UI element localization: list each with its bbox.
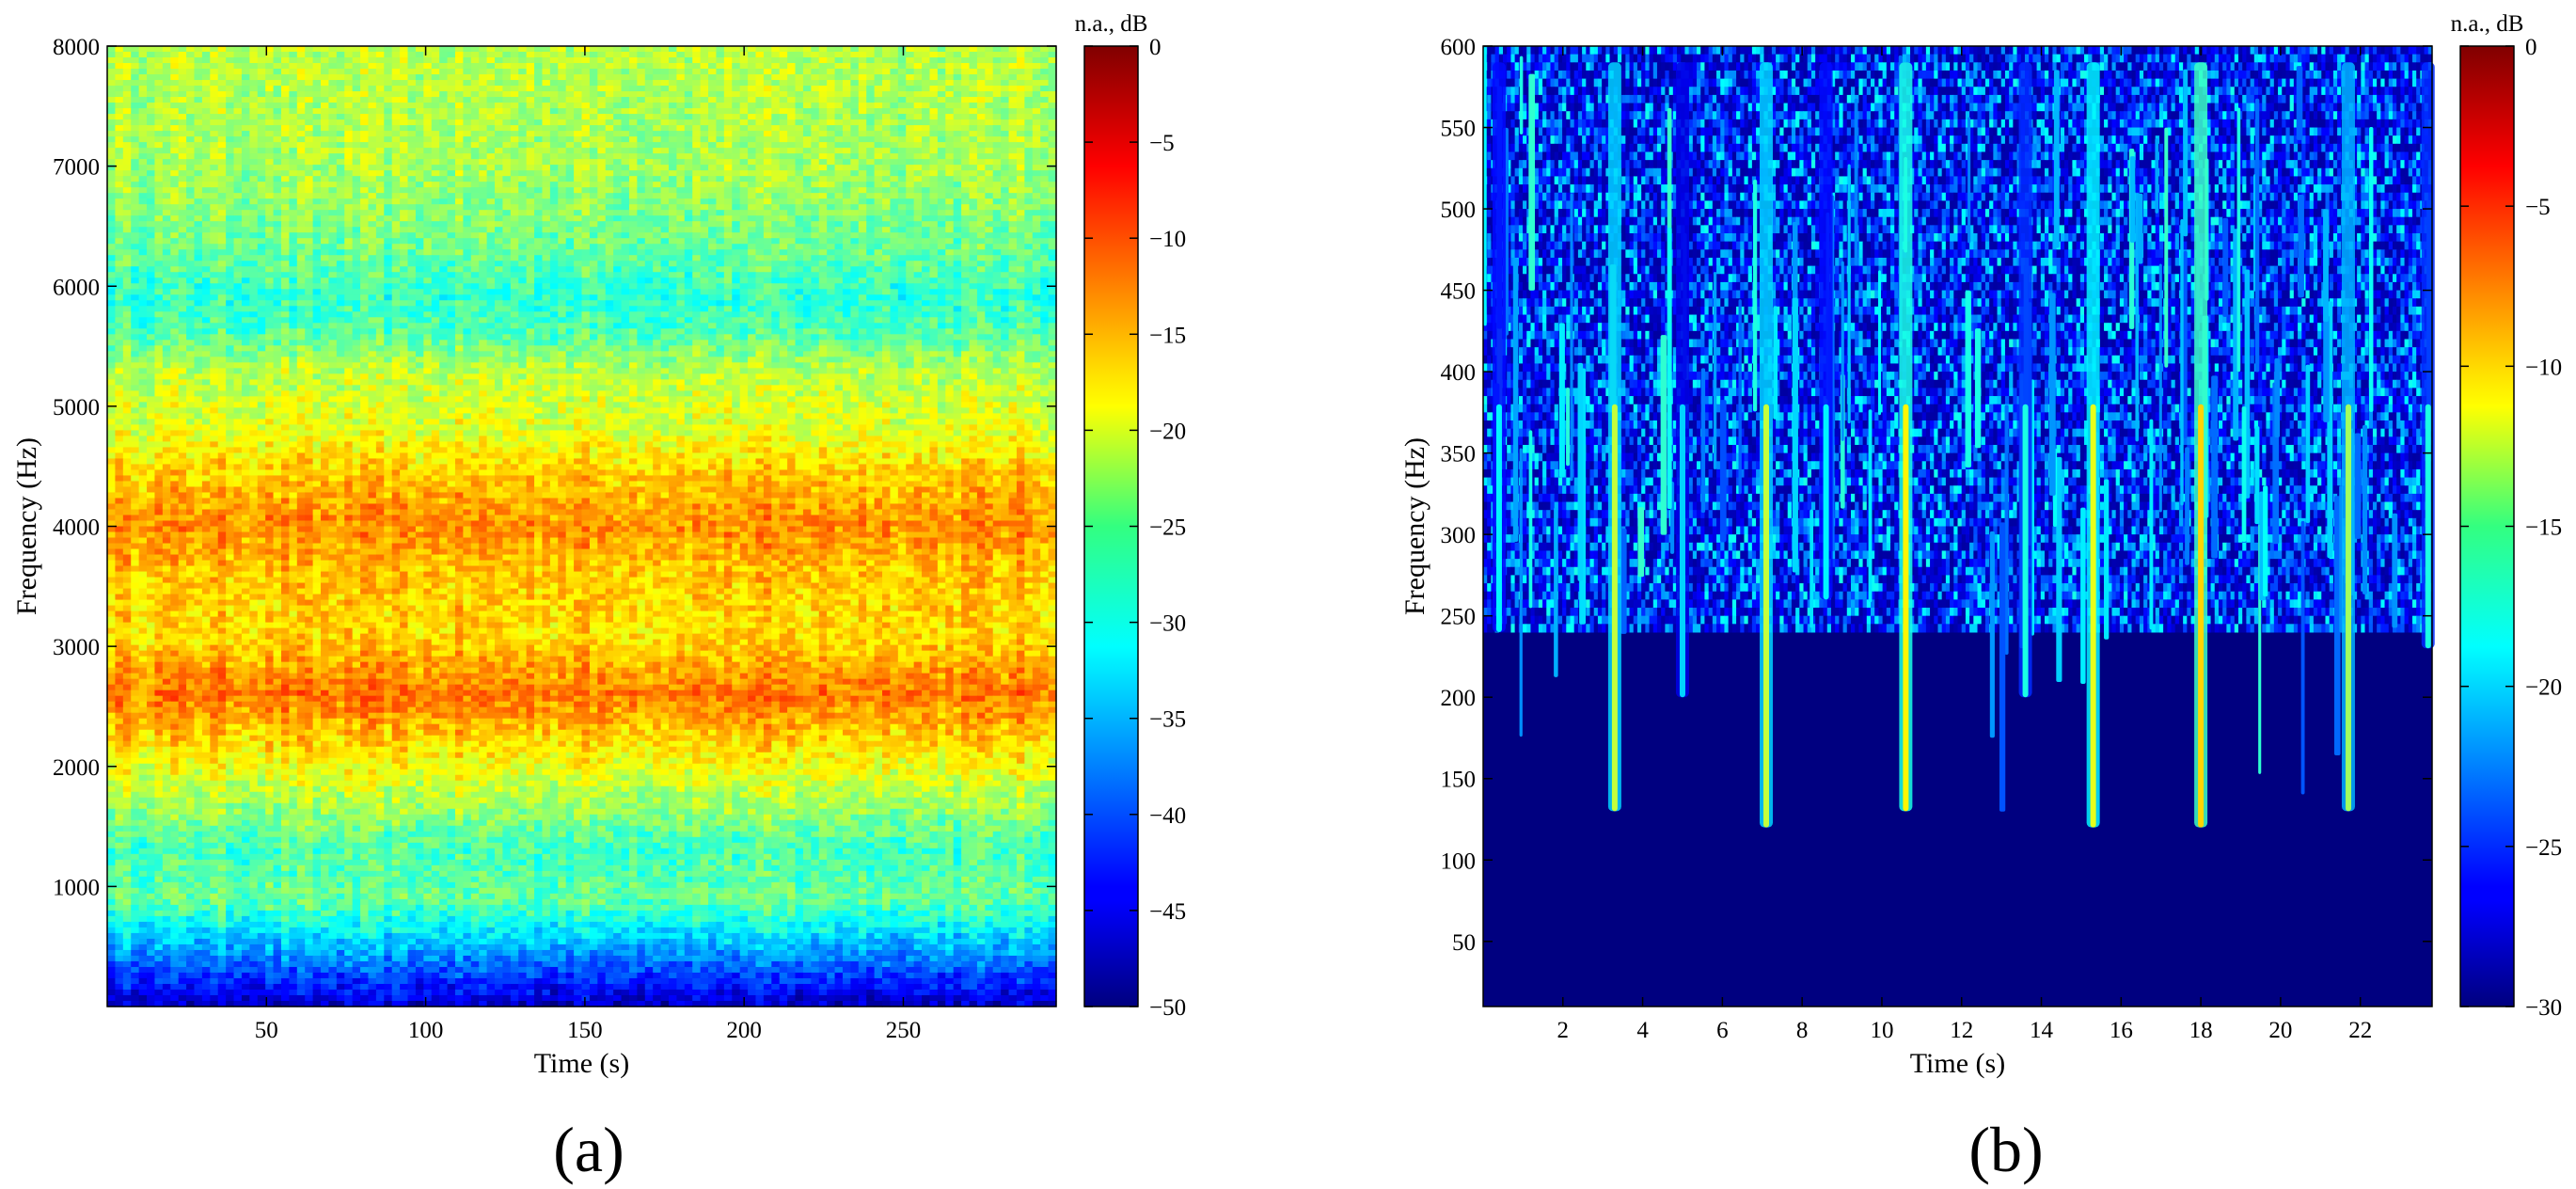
y-tick-label: 100 [1441,848,1477,874]
colorbar-tick-label: −30 [2525,995,2562,1021]
colorbar-b-title: n.a., dB [2451,11,2524,37]
x-tick-label: 10 [1870,1018,1893,1043]
x-tick-label: 4 [1636,1018,1649,1043]
spectrogram-b-x-ticks: 2 4 6 8 10 12 14 16 18 20 22 [1557,46,2372,1043]
spectrogram-b-frame [1482,45,2433,1007]
x-tick-label: 100 [408,1018,444,1043]
x-tick-label: 250 [886,1018,922,1043]
colorbar-tick-label: −30 [1149,611,1186,637]
y-tick-label: 300 [1441,523,1477,548]
x-tick-label: 6 [1716,1018,1729,1043]
panel-label-b: (b) [1968,1114,2043,1185]
colorbar-tick-label: −20 [2525,675,2562,701]
y-tick-label: 4000 [53,515,100,541]
colorbar-tick-label: −20 [1149,419,1186,444]
colorbar-tick-label: −35 [1149,707,1186,733]
spectrogram-b: 2 4 6 8 10 12 14 16 18 20 22 50 100 150 200 250 300 350 4… [1399,11,2562,1185]
y-tick-label: 50 [1452,930,1476,956]
spectrogram-a: 50 100 150 200 250 1000 2000 3000 4000 5000 6000 7… [11,11,1186,1185]
x-tick-label: 50 [255,1018,278,1043]
y-tick-label: 3000 [53,635,100,660]
colorbar-tick-label: −10 [1149,227,1186,252]
spectrogram-a-y-axis-label: Frequency (Hz) [11,437,42,615]
x-tick-label: 14 [2030,1018,2054,1043]
colorbar-tick-label: −50 [1149,995,1186,1021]
y-tick-label: 6000 [53,275,100,300]
colorbar-a-title: n.a., dB [1075,11,1148,37]
y-tick-label: 200 [1441,686,1477,711]
colorbar-tick-label: −40 [1149,803,1186,829]
y-tick-label: 1000 [53,875,100,900]
x-tick-label: 22 [2348,1018,2372,1043]
x-tick-label: 2 [1557,1018,1570,1043]
spectrogram-b-image [1483,46,2435,1007]
colorbar-tick-label: −15 [1149,323,1186,348]
y-tick-label: 5000 [53,395,100,420]
colorbar-tick-label: −25 [2525,835,2562,861]
colorbar-b-ticks: 0 −5 −10 −15 −20 −25 −30 [2460,35,2562,1021]
y-tick-label: 600 [1441,35,1477,60]
y-tick-label: 400 [1441,360,1477,386]
y-tick-label: 2000 [53,755,100,781]
y-tick-label: 250 [1441,605,1477,630]
panel-label-a: (a) [553,1114,624,1185]
x-tick-label: 18 [2189,1018,2213,1043]
x-tick-label: 150 [567,1018,603,1043]
spectrogram-a-x-ticks: 50 100 150 200 250 [255,46,921,1043]
colorbar-tick-label: −5 [1149,131,1175,156]
x-tick-label: 16 [2110,1018,2133,1043]
y-tick-label: 8000 [53,35,100,60]
spectrogram-b-y-ticks: 50 100 150 200 250 300 350 400 450 500 550 600 [1441,35,2432,956]
x-tick-label: 12 [1950,1018,1973,1043]
colorbar-tick-label: −10 [2525,355,2562,380]
y-tick-label: 150 [1441,768,1477,793]
colorbar-tick-label: −45 [1149,899,1186,925]
colorbar-a-ticks: 0 −5 −10 −15 −20 −25 −30 −35 −40 −45 −50 [1084,35,1186,1021]
colorbar-tick-label: −5 [2525,195,2551,220]
y-tick-label: 500 [1441,198,1477,223]
colorbar-tick-label: 0 [1149,35,1162,60]
y-tick-label: 350 [1441,442,1477,468]
spectrogram-b-y-axis-label: Frequency (Hz) [1399,437,1430,615]
x-tick-label: 20 [2268,1018,2292,1043]
spectrogram-a-x-axis-label: Time (s) [534,1048,629,1079]
y-tick-label: 450 [1441,279,1477,305]
x-tick-label: 8 [1796,1018,1809,1043]
spectrogram-b-x-axis-label: Time (s) [1910,1048,2005,1079]
spectrogram-a-y-ticks: 1000 2000 3000 4000 5000 6000 7000 8000 [53,35,1056,900]
x-tick-label: 200 [726,1018,762,1043]
y-tick-label: 550 [1441,117,1477,142]
colorbar-tick-label: 0 [2525,35,2537,60]
colorbar-b [2459,45,2515,1007]
y-tick-label: 7000 [53,155,100,181]
colorbar-tick-label: −15 [2525,515,2562,541]
colorbar-tick-label: −25 [1149,515,1186,541]
spectrogram-a-image [107,46,1057,1007]
